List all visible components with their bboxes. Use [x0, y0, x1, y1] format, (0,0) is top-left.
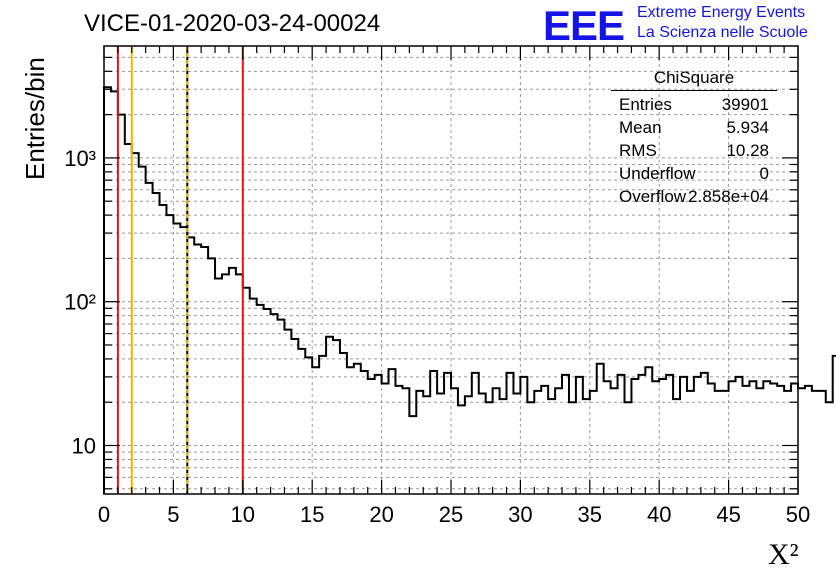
plot-axes — [103, 45, 799, 495]
tick-labels: 0 5 10 15 20 25 30 35 40 45 50 10 10² 10³ — [64, 146, 810, 527]
stats-row-entries: Entries 39901 — [611, 93, 777, 116]
logo-caption-line1: Extreme Energy Events — [637, 4, 806, 21]
stats-key: Entries — [619, 95, 672, 114]
stats-value: 10.28 — [726, 141, 769, 160]
histogram-series — [103, 86, 836, 494]
stats-value: 39901 — [721, 95, 769, 114]
stats-key: Underflow — [619, 164, 696, 183]
stats-value: 2.858e+04 — [688, 187, 769, 206]
x-tick-label: 15 — [300, 502, 324, 527]
stats-key: RMS — [619, 141, 657, 160]
cut-lines — [116, 46, 244, 494]
x-tick-label: 50 — [786, 502, 810, 527]
x-tick-label: 5 — [167, 502, 179, 527]
x-axis-label: X² — [768, 538, 799, 571]
stats-value: 5.934 — [726, 118, 769, 137]
x-tick-label: 45 — [716, 502, 740, 527]
y-axis-label: Entries/bin — [20, 57, 50, 180]
histogram-outline — [103, 86, 836, 494]
stats-row-underflow: Underflow 0 — [611, 162, 777, 185]
plot-grid — [104, 46, 798, 494]
x-tick-label: 30 — [508, 502, 532, 527]
stats-row-rms: RMS 10.28 — [611, 139, 777, 162]
stats-key: Mean — [619, 118, 662, 137]
logo-caption-line2: La Scienza nelle Scuole — [637, 24, 808, 41]
y-tick-label: 10³ — [64, 146, 96, 171]
x-tick-label: 20 — [369, 502, 393, 527]
eee-logo-mark: EEE — [543, 2, 625, 49]
y-tick-label: 10² — [64, 290, 96, 315]
stats-key: Overflow — [619, 187, 687, 206]
stats-box: ChiSquare Entries 39901 Mean 5.934 RMS 10.2… — [611, 66, 777, 208]
x-tick-label: 0 — [98, 502, 110, 527]
y-tick-label: 10 — [72, 434, 96, 459]
x-tick-label: 10 — [231, 502, 255, 527]
x-tick-label: 35 — [578, 502, 602, 527]
stats-row-overflow: Overflow 2.858e+04 — [611, 185, 777, 208]
chart-title: VICE-01-2020-03-24-00024 — [84, 10, 381, 37]
stats-row-mean: Mean 5.934 — [611, 116, 777, 139]
x-tick-label: 25 — [439, 502, 463, 527]
x-tick-label: 40 — [647, 502, 671, 527]
stats-title: ChiSquare — [611, 66, 777, 91]
stats-value: 0 — [759, 164, 769, 183]
